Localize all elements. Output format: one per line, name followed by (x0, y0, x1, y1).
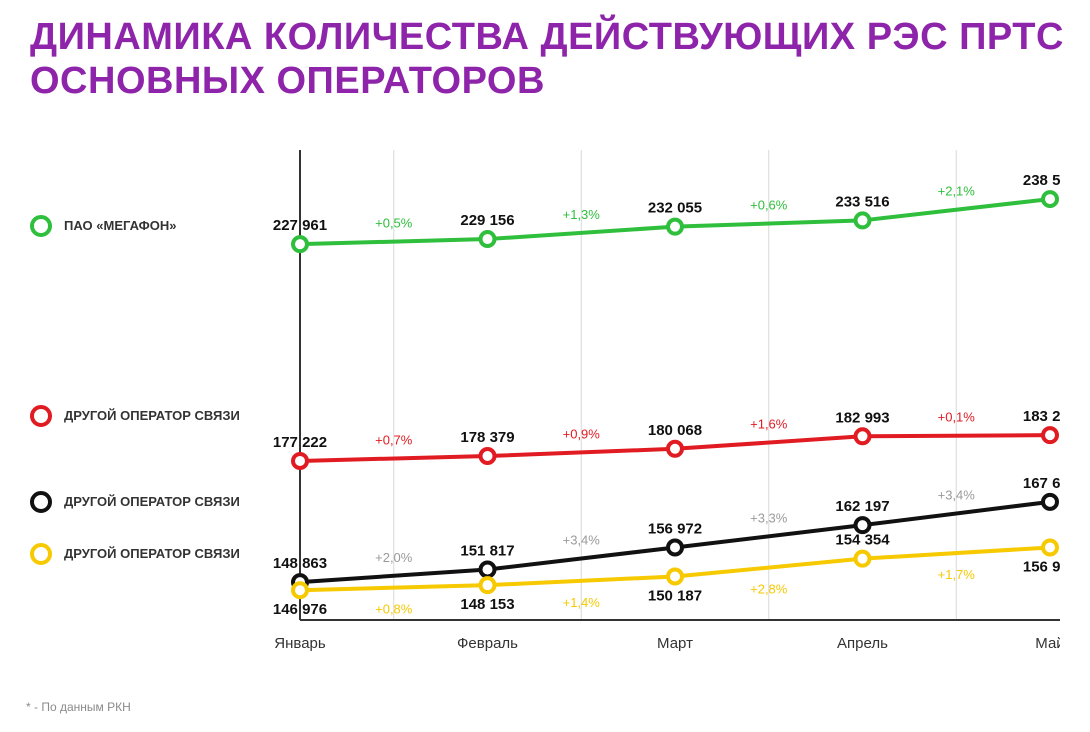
legend-label-megafon: ПАО «МЕГАФОН» (64, 219, 176, 234)
data-point-op_yellow (1043, 540, 1057, 554)
delta-label-megafon: +2,1% (938, 184, 976, 199)
delta-label-op_red: +0,9% (563, 426, 601, 441)
x-axis-label: Март (657, 635, 693, 652)
value-label-op_black: 151 817 (460, 543, 514, 560)
delta-label-megafon: +0,6% (750, 198, 788, 213)
value-label-op_yellow: 154 354 (835, 532, 890, 549)
data-point-op_red (668, 442, 682, 456)
value-label-megafon: 233 516 (835, 193, 889, 210)
legend-item-op_yellow: ДРУГОЙ ОПЕРАТОР СВЯЗИ (30, 543, 280, 565)
value-label-op_yellow: 156 977 (1023, 558, 1060, 575)
value-label-megafon: 232 055 (648, 200, 702, 217)
data-point-op_yellow (856, 552, 870, 566)
data-point-op_red (1043, 428, 1057, 442)
x-axis-label: Апрель (837, 635, 888, 652)
legend-item-op_black: ДРУГОЙ ОПЕРАТОР СВЯЗИ (30, 491, 280, 513)
delta-label-op_black: +3,3% (750, 510, 788, 525)
data-point-megafon (481, 232, 495, 246)
legend-marker-op_red (30, 405, 52, 427)
value-label-megafon: 229 156 (460, 212, 514, 229)
data-point-megafon (293, 237, 307, 251)
page-root: ДИНАМИКА КОЛИЧЕСТВА ДЕЙСТВУЮЩИХ РЭС ПРТС… (0, 0, 1090, 732)
data-point-megafon (856, 213, 870, 227)
legend-label-op_red: ДРУГОЙ ОПЕРАТОР СВЯЗИ (64, 409, 240, 424)
value-label-op_red: 178 379 (460, 429, 514, 446)
delta-label-op_yellow: +2,8% (750, 582, 788, 597)
delta-label-op_red: +0,1% (938, 410, 976, 425)
chart-title: ДИНАМИКА КОЛИЧЕСТВА ДЕЙСТВУЮЩИХ РЭС ПРТС… (30, 16, 1070, 103)
legend-item-megafon: ПАО «МЕГАФОН» (30, 215, 280, 237)
x-axis-label: Январь (274, 635, 326, 652)
delta-label-op_black: +2,0% (375, 550, 413, 565)
x-axis-label: Май (1035, 635, 1060, 652)
value-label-megafon: 227 961 (273, 217, 327, 234)
value-label-op_yellow: 148 153 (460, 596, 514, 613)
delta-label-megafon: +1,3% (563, 207, 601, 222)
legend-item-op_red: ДРУГОЙ ОПЕРАТОР СВЯЗИ (30, 405, 280, 427)
data-point-op_yellow (668, 569, 682, 583)
delta-label-op_red: +0,7% (375, 432, 413, 447)
delta-label-op_yellow: +1,7% (938, 567, 976, 582)
data-point-op_yellow (481, 578, 495, 592)
data-point-op_black (1043, 495, 1057, 509)
data-point-op_red (481, 449, 495, 463)
data-point-op_yellow (293, 583, 307, 597)
value-label-op_black: 162 197 (835, 498, 889, 515)
data-point-megafon (668, 220, 682, 234)
value-label-op_red: 180 068 (648, 422, 702, 439)
x-axis-label: Февраль (457, 635, 518, 652)
delta-label-megafon: +0,5% (375, 216, 413, 231)
delta-label-op_black: +3,4% (938, 488, 976, 503)
value-label-op_red: 183 260 (1023, 408, 1060, 425)
value-label-op_yellow: 146 976 (273, 601, 327, 618)
chart-footnote: * - По данным РКН (26, 700, 131, 714)
delta-label-op_black: +3,4% (563, 532, 601, 547)
data-point-op_black (668, 540, 682, 554)
value-label-op_black: 148 863 (273, 555, 327, 572)
data-point-op_black (856, 518, 870, 532)
legend-marker-op_yellow (30, 543, 52, 565)
legend-marker-op_black (30, 491, 52, 513)
value-label-op_black: 167 654 (1023, 475, 1060, 492)
value-label-op_red: 182 993 (835, 409, 889, 426)
chart-area: Январь Февраль Март Апрель Май 227 961 229 156… (30, 150, 1060, 670)
legend-label-op_black: ДРУГОЙ ОПЕРАТОР СВЯЗИ (64, 495, 240, 510)
data-point-megafon (1043, 192, 1057, 206)
delta-label-op_yellow: +1,4% (563, 595, 601, 610)
delta-label-op_red: +1,6% (750, 417, 788, 432)
delta-label-op_yellow: +0,8% (375, 602, 413, 617)
value-label-op_black: 156 972 (648, 520, 702, 537)
legend-marker-megafon (30, 215, 52, 237)
data-point-op_red (293, 454, 307, 468)
legend-label-op_yellow: ДРУГОЙ ОПЕРАТОР СВЯЗИ (64, 547, 240, 562)
data-point-op_red (856, 429, 870, 443)
value-label-op_red: 177 222 (273, 434, 327, 451)
value-label-megafon: 238 517 (1023, 172, 1060, 189)
value-label-op_yellow: 150 187 (648, 587, 702, 604)
data-point-op_black (481, 563, 495, 577)
